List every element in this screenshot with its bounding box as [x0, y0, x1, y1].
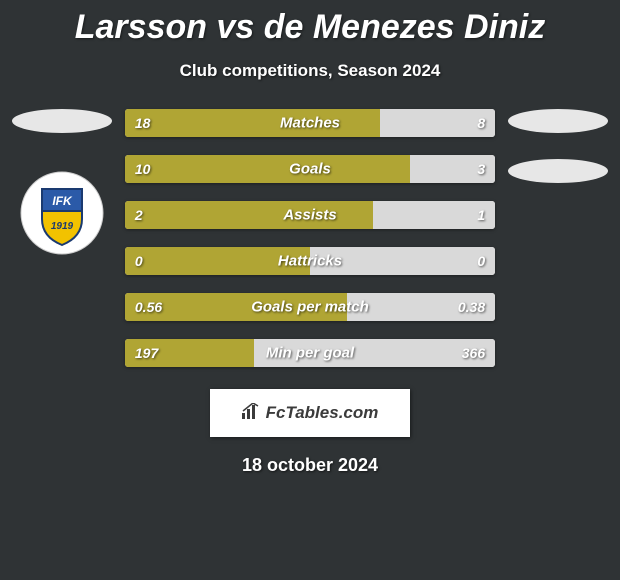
stat-value-left: 10 — [135, 161, 151, 177]
stat-row: Min per goal 197 366 — [125, 339, 495, 367]
page-title: Larsson vs de Menezes Diniz — [0, 8, 620, 47]
stat-value-left: 2 — [135, 207, 143, 223]
right-player-column — [503, 109, 612, 183]
svg-text:IFK: IFK — [53, 194, 74, 208]
stat-value-left: 18 — [135, 115, 151, 131]
chart-icon — [242, 403, 260, 424]
date-label: 18 october 2024 — [0, 455, 620, 476]
left-player-column: IFK 1919 — [8, 109, 117, 255]
club-crest-left: IFK 1919 — [20, 171, 104, 255]
stat-value-right: 8 — [477, 115, 485, 131]
stat-label: Goals — [289, 161, 331, 178]
stat-row: Matches 18 8 — [125, 109, 495, 137]
comparison-infographic: Larsson vs de Menezes Diniz Club competi… — [0, 0, 620, 580]
stat-bar-left — [125, 109, 380, 137]
stat-value-right: 1 — [477, 207, 485, 223]
stat-row: Goals per match 0.56 0.38 — [125, 293, 495, 321]
stat-value-left: 197 — [135, 345, 158, 361]
subtitle: Club competitions, Season 2024 — [0, 61, 620, 81]
shield-icon: IFK 1919 — [20, 171, 104, 255]
player-photo-placeholder-right-2 — [508, 159, 608, 183]
stat-label: Hattricks — [278, 253, 342, 270]
stat-label: Matches — [280, 115, 340, 132]
stat-label: Assists — [283, 207, 336, 224]
stat-value-left: 0 — [135, 253, 143, 269]
player-photo-placeholder-right-1 — [508, 109, 608, 133]
stat-row: Goals 10 3 — [125, 155, 495, 183]
stat-row: Hattricks 0 0 — [125, 247, 495, 275]
stat-bar-left — [125, 155, 410, 183]
svg-text:1919: 1919 — [51, 221, 74, 232]
source-badge-text: FcTables.com — [266, 403, 379, 423]
stat-value-right: 0.38 — [458, 299, 485, 315]
stat-row: Assists 2 1 — [125, 201, 495, 229]
main-row: IFK 1919 Matches 18 8 Goals 10 3 Assists 2 1 Hatt… — [0, 109, 620, 367]
player-photo-placeholder-left — [12, 109, 112, 133]
stat-label: Goals per match — [251, 299, 369, 316]
stat-value-right: 366 — [462, 345, 485, 361]
stats-bars: Matches 18 8 Goals 10 3 Assists 2 1 Hattricks 0 0 Go… — [125, 109, 495, 367]
stat-value-left: 0.56 — [135, 299, 162, 315]
stat-label: Min per goal — [266, 345, 354, 362]
source-badge: FcTables.com — [210, 389, 410, 437]
stat-value-right: 3 — [477, 161, 485, 177]
stat-value-right: 0 — [477, 253, 485, 269]
